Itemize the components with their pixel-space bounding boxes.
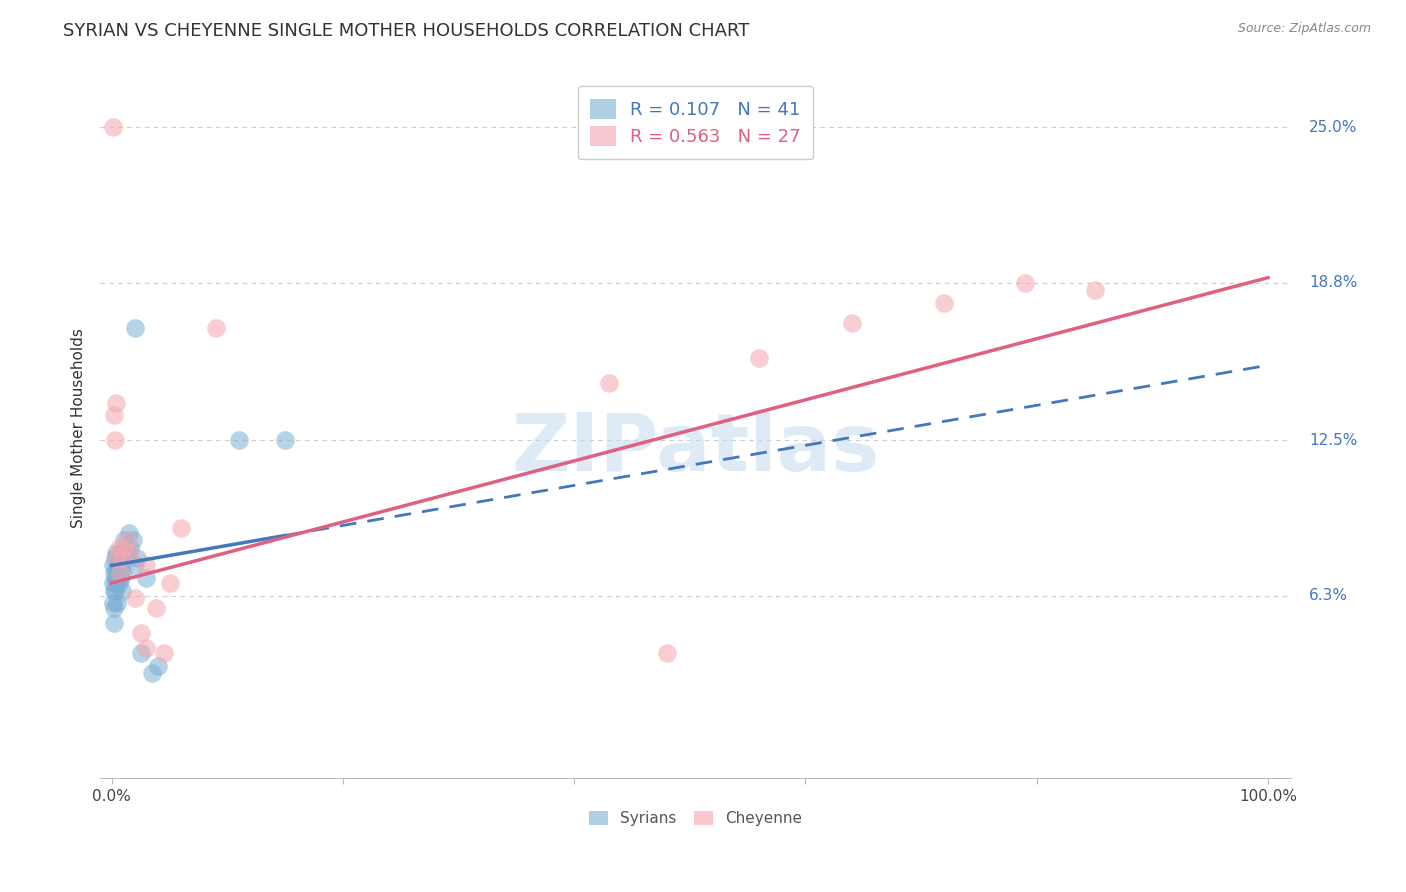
Point	[159, 576, 181, 591]
Point	[108, 546, 131, 560]
Point	[107, 541, 129, 555]
Point	[1014, 276, 1036, 290]
Point	[127, 551, 149, 566]
Point	[115, 546, 138, 560]
Point	[841, 316, 863, 330]
Point	[114, 541, 136, 555]
Point	[204, 320, 226, 334]
Point	[105, 564, 128, 578]
Point	[111, 551, 134, 566]
Point	[104, 434, 127, 448]
Point	[112, 533, 135, 548]
Point	[112, 566, 135, 580]
Point	[103, 601, 125, 615]
Point	[107, 558, 129, 573]
Text: 25.0%: 25.0%	[1309, 120, 1357, 135]
Point	[124, 558, 146, 573]
Point	[129, 646, 152, 660]
Point	[112, 546, 135, 560]
Point	[124, 591, 146, 605]
Point	[111, 583, 134, 598]
Point	[170, 521, 193, 535]
Point	[107, 576, 129, 591]
Point	[105, 546, 128, 560]
Point	[121, 533, 143, 548]
Point	[124, 320, 146, 334]
Point	[104, 583, 127, 598]
Point	[152, 646, 174, 660]
Point	[141, 666, 163, 681]
Point	[101, 120, 124, 135]
Point	[108, 566, 131, 580]
Point	[129, 626, 152, 640]
Legend: Syrians, Cheyenne: Syrians, Cheyenne	[582, 804, 810, 834]
Point	[111, 558, 134, 573]
Text: Source: ZipAtlas.com: Source: ZipAtlas.com	[1237, 22, 1371, 36]
Point	[118, 525, 141, 540]
Point	[274, 434, 297, 448]
Point	[108, 566, 131, 580]
Point	[135, 558, 157, 573]
Text: 12.5%: 12.5%	[1309, 433, 1357, 448]
Point	[107, 551, 129, 566]
Point	[120, 541, 142, 555]
Point	[115, 533, 138, 548]
Point	[105, 396, 128, 410]
Text: ZIPatlas: ZIPatlas	[512, 409, 880, 488]
Text: 18.8%: 18.8%	[1309, 275, 1357, 290]
Point	[101, 596, 124, 610]
Point	[110, 551, 132, 566]
Point	[934, 295, 956, 310]
Text: SYRIAN VS CHEYENNE SINGLE MOTHER HOUSEHOLDS CORRELATION CHART: SYRIAN VS CHEYENNE SINGLE MOTHER HOUSEHO…	[63, 22, 749, 40]
Point	[145, 601, 167, 615]
Point	[101, 558, 124, 573]
Point	[103, 409, 125, 423]
Point	[107, 558, 129, 573]
Point	[146, 658, 169, 673]
Point	[107, 596, 129, 610]
Point	[104, 551, 127, 566]
Point	[107, 576, 129, 591]
Point	[105, 576, 128, 591]
Point	[135, 641, 157, 656]
Text: 6.3%: 6.3%	[1309, 588, 1348, 603]
Point	[228, 434, 250, 448]
Point	[112, 541, 135, 555]
Point	[103, 566, 125, 580]
Point	[748, 351, 770, 365]
Point	[135, 571, 157, 585]
Point	[110, 571, 132, 585]
Point	[655, 646, 678, 660]
Point	[598, 376, 620, 390]
Y-axis label: Single Mother Households: Single Mother Households	[72, 328, 86, 528]
Point	[103, 583, 125, 598]
Point	[104, 571, 127, 585]
Point	[120, 546, 142, 560]
Point	[101, 576, 124, 591]
Point	[103, 615, 125, 630]
Point	[1083, 283, 1105, 297]
